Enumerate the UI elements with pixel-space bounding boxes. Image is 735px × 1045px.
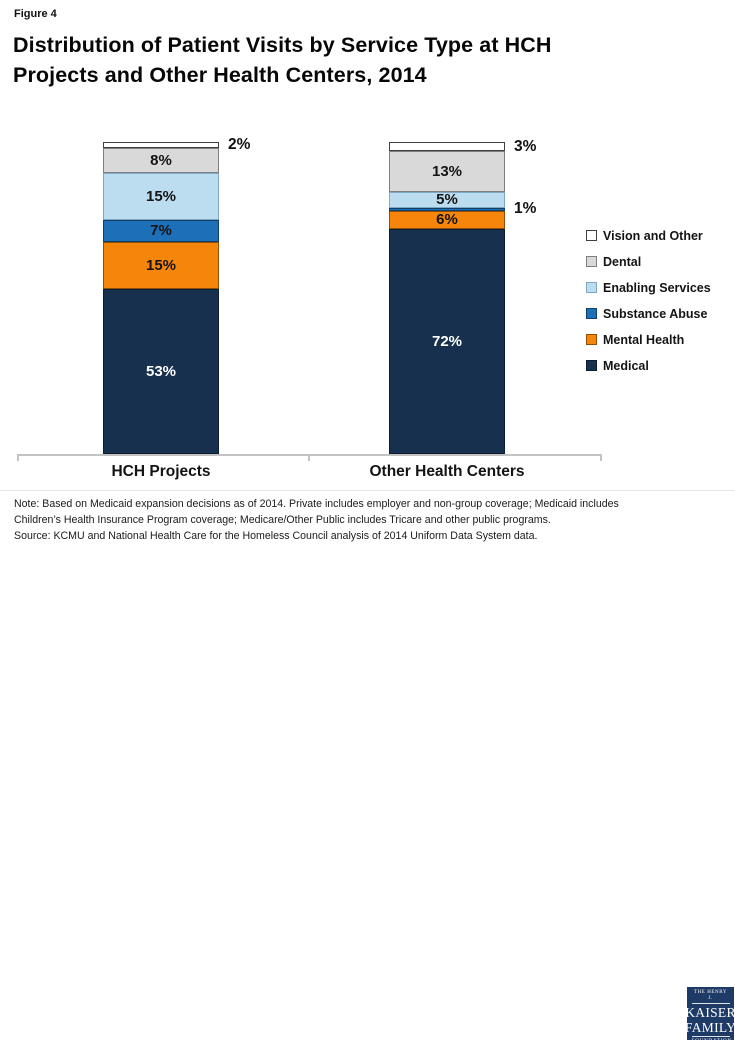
data-label-dental-other-health-centers: 13% xyxy=(431,163,463,181)
stacked-bar-chart: 8% 15% 7% 15% 53% 13% 5% 6% 72% HCH Projects Ot… xyxy=(17,136,711,480)
footer-notes: Note: Based on Medicaid expansion decisi… xyxy=(0,490,735,1044)
legend-swatch-mental-health xyxy=(586,334,597,345)
legend-label-medical: Medical xyxy=(603,358,649,373)
chart-legend: Vision and Other Dental Enabling Services S… xyxy=(586,229,711,385)
data-label-enabling-services-hch-projects: 15% xyxy=(145,188,177,206)
bar-segment-dental-other-health-centers: 13% xyxy=(389,151,505,192)
slide: Figure 4 Distribution of Patient Visits … xyxy=(0,8,735,1044)
bar-hch-projects: 8% 15% 7% 15% 53% xyxy=(103,142,219,454)
bar-segment-enabling-services-other-health-centers: 5% xyxy=(389,191,505,209)
data-label-mental-health-hch-projects: 15% xyxy=(145,256,177,274)
category-label-hch-projects: HCH Projects xyxy=(111,463,211,480)
note-line-2: Children’s Health Insurance Program cove… xyxy=(14,514,551,526)
data-label-substance-abuse-other-health-centers: 1% xyxy=(514,200,537,217)
note-line-1: Note: Based on Medicaid expansion decisi… xyxy=(14,498,619,510)
page-title: Distribution of Patient Visits by Servic… xyxy=(13,30,552,90)
bar-segment-mental-health-hch-projects: 15% xyxy=(103,241,219,289)
category-label-other-health-centers: Other Health Centers xyxy=(369,463,525,480)
data-label-vision-and-other-other-health-centers: 3% xyxy=(514,138,537,155)
legend-label-dental: Dental xyxy=(603,254,642,269)
bar-segment-substance-abuse-hch-projects: 7% xyxy=(103,219,219,242)
bar-segment-medical-hch-projects: 53% xyxy=(103,288,219,454)
legend-swatch-substance-abuse xyxy=(586,308,597,319)
source-line: Source: KCMU and National Health Care fo… xyxy=(14,530,538,542)
legend-item-mental-health: Mental Health xyxy=(586,332,711,347)
x-axis-tick xyxy=(308,456,310,461)
bar-segment-vision-and-other-hch-projects xyxy=(103,142,219,149)
legend-label-vision-and-other: Vision and Other xyxy=(603,228,703,243)
x-axis-line xyxy=(17,454,602,456)
legend-item-vision-and-other: Vision and Other xyxy=(586,228,711,243)
bar-other-health-centers: 13% 5% 6% 72% xyxy=(389,142,505,454)
title-line-1: Distribution of Patient Visits by Servic… xyxy=(13,33,552,57)
logo-text-kaiser: KAISER xyxy=(685,1005,735,1020)
data-label-enabling-services-other-health-centers: 5% xyxy=(436,191,458,209)
data-label-vision-and-other-hch-projects: 2% xyxy=(228,136,251,153)
logo-text-top: THE HENRY J. xyxy=(691,990,730,1004)
legend-swatch-vision-and-other xyxy=(586,230,597,241)
bar-segment-medical-other-health-centers: 72% xyxy=(389,229,505,454)
data-label-medical-hch-projects: 53% xyxy=(145,362,177,380)
data-label-medical-other-health-centers: 72% xyxy=(431,333,463,351)
legend-swatch-enabling-services xyxy=(586,282,597,293)
bar-segment-substance-abuse-other-health-centers xyxy=(389,207,505,211)
x-axis-tick xyxy=(600,456,602,461)
legend-swatch-dental xyxy=(586,256,597,267)
legend-item-enabling-services: Enabling Services xyxy=(586,280,711,295)
legend-label-enabling-services: Enabling Services xyxy=(603,280,711,295)
bar-segment-vision-and-other-other-health-centers xyxy=(389,142,505,152)
bar-segment-enabling-services-hch-projects: 15% xyxy=(103,173,219,220)
legend-item-substance-abuse: Substance Abuse xyxy=(586,306,711,321)
bar-segment-dental-hch-projects: 8% xyxy=(103,148,219,174)
logo-text-foundation: FOUNDATION xyxy=(691,1036,732,1044)
note-text: Note: Based on Medicaid expansion decisi… xyxy=(14,496,619,544)
title-line-2: Projects and Other Health Centers, 2014 xyxy=(13,63,427,87)
legend-item-dental: Dental xyxy=(586,254,711,269)
data-label-mental-health-other-health-centers: 6% xyxy=(436,211,458,229)
bar-segment-mental-health-other-health-centers: 6% xyxy=(389,210,505,230)
x-axis-tick xyxy=(17,456,19,461)
figure-label: Figure 4 xyxy=(14,8,57,20)
data-label-dental-hch-projects: 8% xyxy=(150,152,172,170)
legend-label-substance-abuse: Substance Abuse xyxy=(603,306,708,321)
data-label-substance-abuse-hch-projects: 7% xyxy=(150,222,172,240)
logo-text-family: FAMILY xyxy=(684,1020,735,1035)
legend-label-mental-health: Mental Health xyxy=(603,332,685,347)
legend-item-medical: Medical xyxy=(586,358,711,373)
legend-swatch-medical xyxy=(586,360,597,371)
kaiser-family-foundation-logo: THE HENRY J. KAISER FAMILY FOUNDATION xyxy=(684,987,735,1044)
